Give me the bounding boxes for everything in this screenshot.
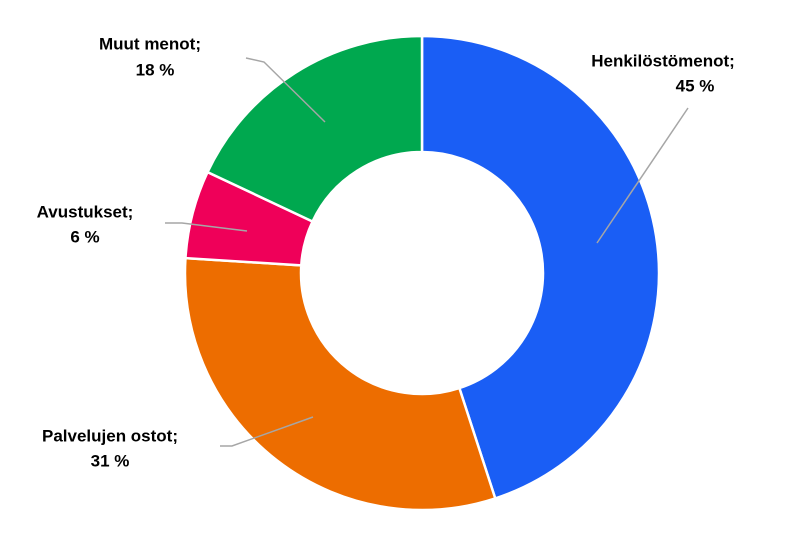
donut-slice [205,34,424,224]
slice-label: Muut menot; [99,34,201,53]
leader-line [165,222,248,232]
leader-line [220,416,314,447]
donut-slice [183,256,497,512]
slice-value-label: 18 % [136,60,175,79]
slice-value-label: 6 % [70,227,99,246]
slice-value-label: 31 % [91,451,130,470]
slice-value-label: 45 % [676,76,715,95]
leader-line [245,57,326,123]
donut-slice [420,34,661,500]
slice-label: Henkilöstömenot; [591,51,735,70]
leader-line [596,107,689,244]
slice-label: Palvelujen ostot; [42,426,178,445]
slice-label: Avustukset; [37,202,134,221]
